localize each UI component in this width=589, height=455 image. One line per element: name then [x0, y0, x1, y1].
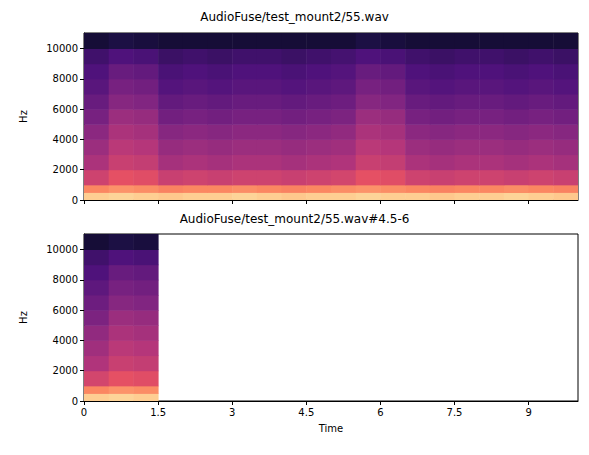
svg-text:8000: 8000	[53, 73, 78, 84]
svg-text:1.5: 1.5	[150, 407, 166, 418]
svg-text:7.5: 7.5	[447, 407, 463, 418]
svg-text:4000: 4000	[53, 134, 78, 145]
svg-text:6: 6	[377, 407, 383, 418]
svg-text:2000: 2000	[53, 365, 78, 376]
svg-text:6000: 6000	[53, 104, 78, 115]
svg-text:0: 0	[72, 396, 78, 407]
svg-text:8000: 8000	[53, 274, 78, 285]
svg-text:AudioFuse/test_mount2/55.wav: AudioFuse/test_mount2/55.wav	[200, 10, 389, 24]
svg-text:0: 0	[72, 195, 78, 206]
svg-text:10000: 10000	[46, 244, 78, 255]
svg-text:0: 0	[81, 407, 87, 418]
svg-text:3: 3	[229, 407, 235, 418]
svg-text:4.5: 4.5	[298, 407, 314, 418]
svg-text:4000: 4000	[53, 335, 78, 346]
svg-text:AudioFuse/test_mount2/55.wav#4: AudioFuse/test_mount2/55.wav#4.5-6	[180, 212, 410, 226]
svg-text:Hz: Hz	[18, 311, 29, 324]
svg-text:9: 9	[525, 407, 531, 418]
svg-text:Time: Time	[318, 423, 343, 434]
svg-text:Hz: Hz	[18, 110, 29, 123]
svg-text:10000: 10000	[46, 43, 78, 54]
svg-text:2000: 2000	[53, 164, 78, 175]
svg-text:6000: 6000	[53, 305, 78, 316]
